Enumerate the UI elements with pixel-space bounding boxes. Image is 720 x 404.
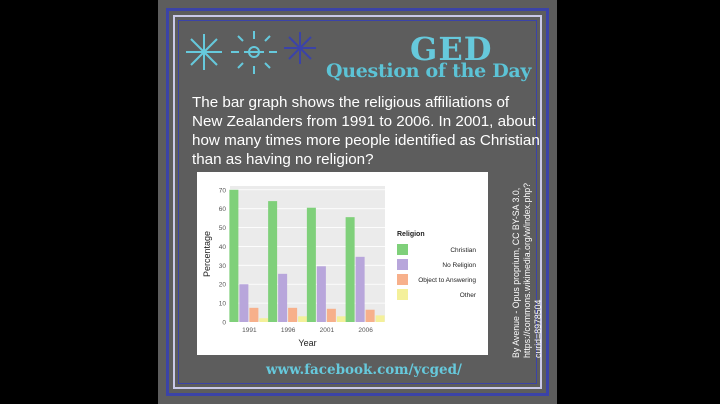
question-text: The bar graph shows the religious affili… [192, 94, 540, 168]
sparkle-icon [186, 34, 222, 70]
image-attribution: By Avenue - Opus proprium, CC BY-SA 3.0,… [511, 178, 544, 358]
bar [288, 307, 298, 322]
legend-label: No Religion [442, 262, 476, 269]
x-axis-label: Year [298, 338, 316, 348]
facebook-link[interactable]: www.facebook.com/ycged/ [266, 362, 462, 378]
x-tick-label: 2006 [358, 327, 373, 334]
legend-label: Object to Answering [418, 277, 476, 284]
x-tick-label: 1991 [242, 327, 257, 334]
legend-swatch [397, 274, 408, 285]
chart-canvas: 0 10 20 30 40 50 60 70 1991 1996 2001 2006 Year Perce… [202, 186, 477, 348]
bar [316, 266, 326, 322]
y-tick-label: 70 [219, 187, 227, 194]
legend-label: Christian [450, 247, 476, 254]
bar [239, 284, 249, 322]
legend-swatch [397, 244, 408, 255]
legend-title: Religion [397, 231, 425, 238]
attribution-line: https://commons.wikimedia.org/w/index.ph… [522, 182, 532, 358]
bar [259, 318, 269, 322]
y-tick-label: 20 [219, 282, 227, 289]
bar [229, 189, 239, 322]
bar [375, 315, 385, 322]
ged-heading: GED [410, 30, 493, 68]
legend-swatch [397, 289, 408, 300]
firework-icon [231, 31, 277, 74]
bar [365, 309, 375, 322]
bar [336, 316, 346, 322]
bar [355, 256, 365, 322]
bar [345, 217, 355, 322]
x-tick-label: 2001 [320, 327, 335, 334]
bar [268, 201, 278, 322]
legend-swatch [397, 259, 408, 270]
x-tick-label: 1996 [281, 327, 296, 334]
y-axis-label: Percentage [202, 231, 212, 277]
bar [298, 316, 308, 322]
y-tick-label: 30 [219, 263, 227, 270]
question-of-the-day-heading: Question of the Day [326, 60, 532, 82]
bar [306, 207, 316, 322]
y-tick-label: 50 [219, 225, 227, 232]
card-inner-border [173, 15, 542, 389]
legend-label: Other [460, 292, 477, 299]
bar [278, 273, 288, 322]
y-tick-label: 40 [219, 244, 227, 251]
y-tick-label: 10 [219, 301, 227, 308]
bar [249, 307, 259, 322]
bar-chart: 0 10 20 30 40 50 60 70 1991 1996 2001 2006 Year Perce… [197, 172, 488, 355]
card-innermost-border [178, 20, 537, 384]
y-tick-label: 0 [222, 320, 226, 327]
card-border [166, 8, 549, 396]
y-tick-label: 60 [219, 206, 227, 213]
fireworks-decoration [186, 31, 316, 74]
attribution-line: By Avenue - Opus proprium, CC BY-SA 3.0, [511, 187, 521, 358]
bar [326, 308, 336, 322]
attribution-line: curid=8978504 [533, 299, 543, 358]
sparkle-icon [284, 32, 316, 64]
